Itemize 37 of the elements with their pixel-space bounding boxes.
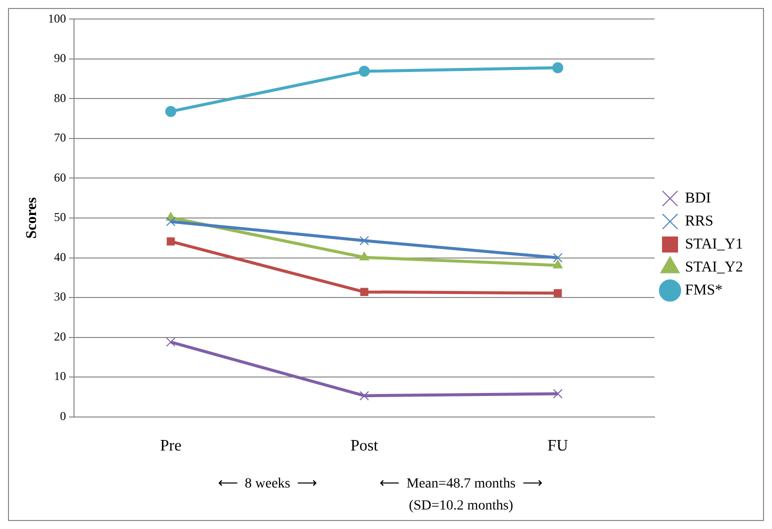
point	[554, 289, 562, 298]
point	[553, 388, 563, 398]
point	[166, 337, 176, 347]
y-tick-label: 60	[54, 170, 66, 184]
y-tick-label: 90	[54, 51, 66, 66]
y-tick-label: 80	[54, 90, 66, 105]
y-tick-label: 40	[54, 250, 66, 264]
point	[360, 390, 370, 400]
legend-label: RRS	[685, 213, 714, 230]
x-tick-label: Pre	[160, 438, 182, 455]
y-tick-label: 30	[54, 290, 66, 304]
y-tick-label: 70	[54, 130, 66, 145]
point	[359, 252, 370, 260]
x-tick-label: Post	[350, 438, 379, 455]
point	[360, 236, 370, 246]
y-tick-label: 50	[54, 210, 66, 224]
point	[358, 66, 370, 77]
point	[360, 288, 368, 296]
text: ⟵ Mean=48.7 months ⟶	[380, 476, 543, 492]
point	[165, 106, 176, 117]
y-tick-label: 10	[54, 369, 66, 384]
point	[552, 62, 564, 74]
x-tick-label: FU	[548, 438, 568, 455]
text: (SD=10.2 months)	[408, 498, 514, 514]
y-axis-title: Scores	[24, 197, 40, 239]
text: ⟵ 8 weeks ⟶	[218, 476, 318, 492]
point	[553, 253, 563, 263]
y-tick-label: 0	[60, 408, 66, 423]
point	[166, 216, 176, 226]
legend-label: STAI_Y2	[685, 259, 744, 276]
point	[552, 260, 563, 268]
legend-label: BDI	[685, 190, 711, 206]
point	[166, 237, 175, 246]
legend-label: STAI_Y1	[685, 236, 744, 252]
y-tick-label: 20	[54, 329, 66, 344]
y-tick-label: 100	[48, 11, 66, 26]
legend-label: FMS*	[685, 282, 723, 298]
